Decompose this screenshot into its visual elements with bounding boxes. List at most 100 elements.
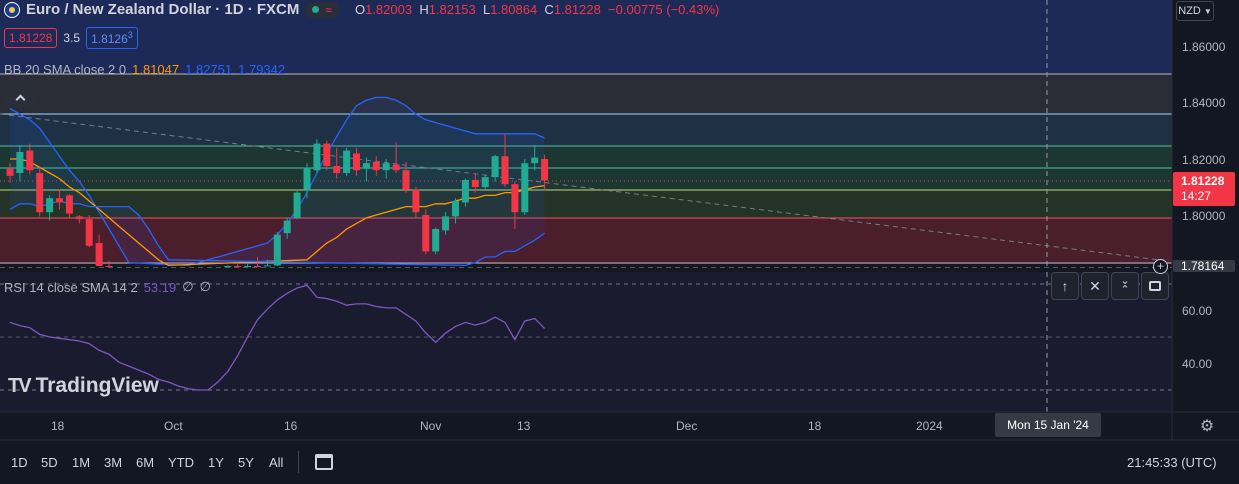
candle-body[interactable] xyxy=(343,150,351,173)
candle-body[interactable] xyxy=(254,266,261,267)
timeframe-3m-button[interactable]: 3M xyxy=(104,455,123,470)
candle-body[interactable] xyxy=(461,180,469,203)
buy-price-button[interactable]: 1.81263 xyxy=(86,27,138,49)
close-pane-button[interactable]: ✕ xyxy=(1081,272,1109,300)
currency-selector[interactable]: NZD ▼ xyxy=(1176,1,1214,21)
candle-body[interactable] xyxy=(56,198,63,203)
candle-body[interactable] xyxy=(36,173,44,213)
candle-body[interactable] xyxy=(283,220,291,234)
candle-body[interactable] xyxy=(46,198,54,213)
timeframe-5d-button[interactable]: 5D xyxy=(41,455,58,470)
market-status[interactable]: ≈ xyxy=(305,1,339,18)
candle-body[interactable] xyxy=(75,216,83,220)
candle-body[interactable] xyxy=(105,266,113,267)
time-tick: 18 xyxy=(808,419,822,433)
horizontal-zones xyxy=(0,0,1172,264)
zone-navy xyxy=(0,114,1172,146)
candle-body[interactable] xyxy=(501,156,509,185)
pane-separator[interactable] xyxy=(0,268,1172,272)
candle-body[interactable] xyxy=(491,156,499,178)
timeframe-1d-button[interactable]: 1D xyxy=(11,455,28,470)
candle-body[interactable] xyxy=(541,159,549,181)
add-alert-icon[interactable]: + xyxy=(1153,259,1168,274)
tradingview-watermark: TV TradingView xyxy=(8,374,159,398)
trend-line[interactable] xyxy=(0,113,1161,261)
change-value: −0.00775 (−0.43%) xyxy=(608,2,720,17)
candle-body[interactable] xyxy=(273,234,281,266)
candle-body[interactable] xyxy=(65,195,73,214)
candle-body[interactable] xyxy=(333,166,341,173)
candle-body[interactable] xyxy=(442,216,450,231)
candle-body[interactable] xyxy=(95,243,103,266)
rsi-extra-1: ∅ xyxy=(182,279,194,294)
calendar-icon xyxy=(315,454,333,470)
sell-price-button[interactable]: 1.81228 xyxy=(4,28,58,48)
candle-body[interactable] xyxy=(6,168,14,176)
date-range-button[interactable] xyxy=(312,451,336,473)
crosshair-price-value: 1.78164 xyxy=(1181,260,1225,272)
current-price-label: 1.81228 14:27 xyxy=(1173,172,1235,206)
candle-body[interactable] xyxy=(531,157,539,164)
timeframe-all-button[interactable]: All xyxy=(269,455,284,470)
candle-body[interactable] xyxy=(521,163,529,213)
candle-body[interactable] xyxy=(353,153,360,171)
toolbar-divider xyxy=(298,451,299,473)
move-pane-up-button[interactable]: ↑ xyxy=(1051,272,1079,300)
candle-body[interactable] xyxy=(234,266,242,267)
candle-body[interactable] xyxy=(372,161,380,171)
tradingview-logo-icon: TV xyxy=(8,374,32,397)
bb-legend[interactable]: BB 20 SMA close 2 0 1.81047 1.82751 1.79… xyxy=(4,62,285,77)
bb-basis-value: 1.81047 xyxy=(132,62,180,77)
zone-gray xyxy=(0,74,1172,114)
candle-body[interactable] xyxy=(224,266,232,267)
timeframe-ytd-button[interactable]: YTD xyxy=(168,455,194,470)
candle-body[interactable] xyxy=(392,164,400,171)
bb-fill-area xyxy=(10,97,545,267)
maximize-icon xyxy=(1149,281,1161,291)
candle-body[interactable] xyxy=(432,229,440,252)
candles[interactable] xyxy=(6,133,549,267)
candle-body[interactable] xyxy=(422,215,430,252)
candle-body[interactable] xyxy=(85,219,93,246)
candle-body[interactable] xyxy=(313,143,321,171)
candle-body[interactable] xyxy=(26,150,34,171)
timeframe-1m-button[interactable]: 1M xyxy=(72,455,91,470)
candle-body[interactable] xyxy=(402,170,410,190)
collapse-icon: ⌄ ⌃ xyxy=(1120,275,1130,296)
symbol-title[interactable]: Euro / New Zealand Dollar · 1D · FXCM xyxy=(26,1,300,18)
symbol-legend: Euro / New Zealand Dollar · 1D · FXCM ≈ … xyxy=(4,1,719,18)
bb-basis-line xyxy=(10,158,545,267)
candle-body[interactable] xyxy=(511,184,519,213)
current-price-value: 1.81228 xyxy=(1181,174,1225,188)
candle-body[interactable] xyxy=(303,167,311,190)
candle-body[interactable] xyxy=(412,189,420,213)
rsi-value: 53.19 xyxy=(143,279,177,295)
rsi-extra-2: ∅ xyxy=(199,279,211,294)
candle-body[interactable] xyxy=(323,143,331,166)
collapse-pane-button[interactable]: ⌄ ⌃ xyxy=(1111,272,1139,300)
zone-olive xyxy=(0,190,1172,218)
candle-body[interactable] xyxy=(16,152,24,173)
candle-body[interactable] xyxy=(362,163,370,169)
candle-body[interactable] xyxy=(481,177,489,187)
crosshair-price-label: 1.78164 xyxy=(1173,260,1235,272)
flag-icon xyxy=(4,1,20,18)
timeframe-1y-button[interactable]: 1Y xyxy=(208,455,224,470)
bb-upper-line xyxy=(9,96,545,267)
candle-body[interactable] xyxy=(293,192,301,218)
collapse-legend-button[interactable] xyxy=(6,87,34,107)
maximize-pane-button[interactable] xyxy=(1141,272,1169,300)
candle-body[interactable] xyxy=(244,266,252,267)
candle-body[interactable] xyxy=(263,265,271,267)
candle-body[interactable] xyxy=(471,180,479,187)
chart-settings-button[interactable]: ⚙ xyxy=(1196,415,1218,437)
bb-label: BB 20 SMA close 2 0 xyxy=(4,62,127,77)
clock-display[interactable]: 21:45:33 (UTC) xyxy=(1127,455,1217,470)
candle-body[interactable] xyxy=(382,163,390,171)
rsi-legend[interactable]: RSI 14 close SMA 14 2 53.19 ∅ ∅ xyxy=(4,279,211,295)
timeframe-6m-button[interactable]: 6M xyxy=(136,455,155,470)
zone-blue xyxy=(0,0,1172,74)
candle-body[interactable] xyxy=(452,201,459,217)
timeframe-5y-button[interactable]: 5Y xyxy=(238,455,254,470)
